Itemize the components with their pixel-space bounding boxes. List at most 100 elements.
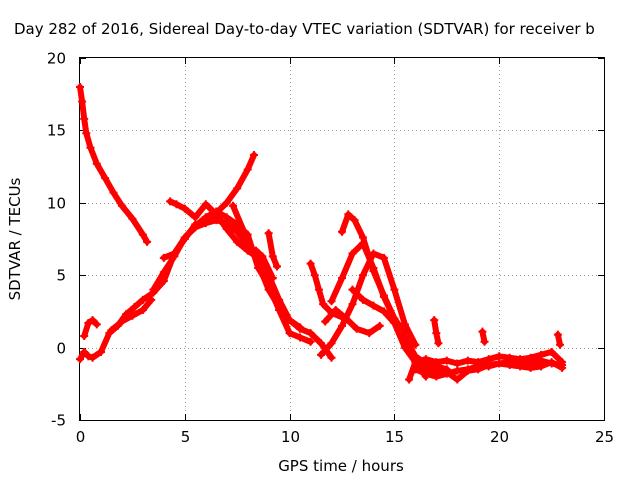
data-point bbox=[80, 332, 89, 341]
data-point bbox=[314, 285, 323, 294]
data-point bbox=[273, 262, 282, 271]
data-point bbox=[352, 324, 361, 333]
data-point bbox=[296, 323, 305, 332]
data-point bbox=[442, 368, 451, 377]
data-point bbox=[348, 285, 357, 294]
data-point bbox=[96, 347, 105, 356]
data-point bbox=[348, 300, 357, 309]
data-point bbox=[327, 339, 336, 348]
data-point bbox=[306, 329, 315, 338]
data-point bbox=[76, 82, 84, 91]
data-point bbox=[484, 360, 493, 369]
data-point bbox=[88, 316, 97, 325]
data-point bbox=[558, 360, 567, 369]
data-point bbox=[159, 268, 168, 277]
data-point bbox=[268, 274, 277, 283]
data-point bbox=[526, 358, 535, 367]
series-trace-11 bbox=[318, 250, 419, 358]
data-point bbox=[553, 330, 562, 339]
data-point bbox=[138, 305, 147, 314]
data-point bbox=[201, 213, 210, 222]
data-point bbox=[453, 375, 462, 384]
data-point bbox=[432, 366, 441, 375]
data-point bbox=[109, 188, 118, 197]
data-point bbox=[463, 366, 472, 375]
data-point bbox=[369, 301, 378, 310]
data-point bbox=[201, 200, 210, 209]
data-point bbox=[310, 271, 319, 280]
data-point bbox=[212, 207, 221, 216]
data-point bbox=[233, 184, 242, 193]
data-point bbox=[107, 326, 116, 335]
data-point bbox=[264, 285, 273, 294]
data-point bbox=[411, 340, 420, 349]
data-point bbox=[432, 329, 441, 338]
data-point bbox=[138, 295, 147, 304]
data-point bbox=[453, 366, 462, 375]
data-point bbox=[233, 227, 242, 236]
data-point bbox=[264, 229, 273, 238]
data-point bbox=[350, 216, 359, 225]
series-trace-12 bbox=[322, 307, 383, 337]
data-point bbox=[338, 274, 346, 283]
data-point bbox=[348, 249, 357, 258]
data-point bbox=[296, 333, 305, 342]
data-point bbox=[321, 317, 330, 326]
data-point bbox=[405, 375, 414, 384]
series-trace-16 bbox=[406, 348, 566, 383]
data-point bbox=[338, 321, 346, 330]
data-point bbox=[478, 327, 487, 336]
data-point bbox=[453, 359, 462, 368]
data-point bbox=[434, 339, 443, 348]
x-tick-label: 20 bbox=[490, 428, 509, 446]
data-point bbox=[249, 151, 258, 160]
data-point bbox=[84, 352, 93, 361]
data-point bbox=[222, 213, 231, 222]
y-tick-label: 5 bbox=[56, 267, 66, 285]
data-point bbox=[243, 245, 252, 254]
series-trace-2 bbox=[81, 317, 100, 339]
data-point bbox=[86, 143, 95, 152]
data-point bbox=[430, 316, 439, 325]
x-tick-label: 5 bbox=[181, 428, 191, 446]
data-point bbox=[80, 347, 89, 356]
data-point bbox=[331, 305, 340, 314]
data-point bbox=[317, 350, 326, 359]
data-point bbox=[358, 271, 367, 280]
data-point bbox=[172, 200, 181, 209]
data-point bbox=[547, 347, 556, 356]
data-point bbox=[474, 365, 483, 374]
data-point bbox=[128, 311, 137, 320]
data-point bbox=[306, 337, 315, 346]
data-point bbox=[375, 321, 384, 330]
data-point bbox=[191, 221, 200, 230]
data-point bbox=[117, 317, 126, 326]
data-point bbox=[239, 239, 248, 248]
data-point bbox=[342, 314, 351, 323]
data-point bbox=[537, 356, 546, 365]
data-point bbox=[80, 114, 89, 123]
data-point bbox=[166, 197, 175, 206]
chart-title: Day 282 of 2016, Sidereal Day-to-day VTE… bbox=[14, 20, 595, 38]
data-point bbox=[254, 259, 263, 268]
data-point bbox=[92, 320, 101, 329]
data-point bbox=[76, 355, 84, 364]
data-point bbox=[390, 318, 399, 327]
data-point bbox=[317, 339, 326, 348]
data-point bbox=[547, 359, 556, 368]
data-point bbox=[117, 201, 126, 210]
data-point bbox=[365, 329, 374, 338]
data-point bbox=[327, 297, 336, 306]
axis-ticks: 0 5 10 15 20 25 -5 0 5 10 15 20 bbox=[47, 50, 614, 447]
data-point bbox=[400, 329, 409, 338]
data-point bbox=[84, 318, 93, 327]
data-point bbox=[78, 97, 87, 106]
data-point bbox=[285, 316, 294, 325]
data-point bbox=[495, 352, 504, 361]
data-point bbox=[149, 285, 158, 294]
data-point bbox=[358, 295, 367, 304]
data-point bbox=[327, 353, 336, 362]
data-point bbox=[432, 358, 441, 367]
data-point bbox=[319, 300, 328, 309]
x-tick-label: 15 bbox=[385, 428, 404, 446]
